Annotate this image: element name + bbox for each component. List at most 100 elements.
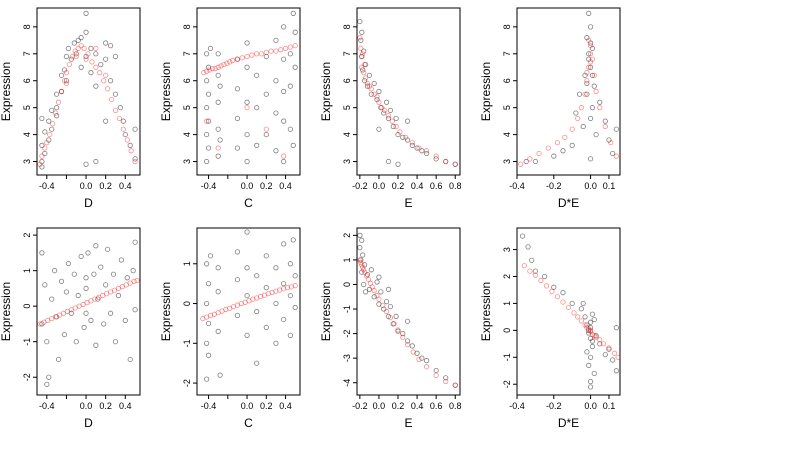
fitted-point [254, 51, 260, 57]
observed-point [613, 325, 619, 331]
fitted-point [367, 280, 373, 286]
observed-point [55, 356, 62, 363]
observed-point [254, 360, 260, 366]
observed-point [83, 310, 89, 316]
fitted-point [597, 105, 603, 111]
x-tick-label: 0.4 [411, 181, 424, 191]
fitted-point [100, 292, 106, 299]
observed-point [112, 339, 119, 345]
observed-point [433, 367, 439, 374]
observed-point [404, 137, 411, 143]
fitted-point [433, 372, 439, 378]
fitted-point [361, 70, 367, 76]
fitted-point [587, 329, 594, 335]
fitted-point [120, 126, 126, 132]
fitted-point [201, 70, 207, 76]
scatter-panel-4: -0.4 -0.2 0.0 0.1 3 4 5 6 7 8 D*E Expression [479, 7, 621, 210]
observed-point [52, 268, 58, 274]
observed-point [368, 91, 374, 97]
y-axis-title: Expression [479, 282, 493, 341]
y-tick-label: 5 [342, 105, 352, 110]
fitted-point [244, 105, 250, 111]
y-tick-label: 2 [22, 233, 32, 238]
observed-point [586, 330, 592, 336]
fitted-point [424, 364, 430, 370]
fitted-point [219, 308, 225, 314]
observed-point [606, 346, 612, 352]
observed-point [560, 290, 566, 296]
observed-point [95, 296, 101, 302]
fitted-point [371, 91, 377, 97]
observed-point [414, 145, 420, 151]
x-tick-label: 0.2 [260, 181, 273, 191]
x-tick-label: 0.2 [392, 181, 405, 191]
observed-point [290, 237, 296, 243]
fitted-point [433, 153, 439, 159]
observed-point [88, 45, 94, 52]
observed-point [68, 56, 74, 62]
observed-point [292, 64, 298, 70]
fitted-point [357, 257, 363, 263]
fitted-point [250, 296, 256, 302]
observed-point [362, 61, 369, 68]
observed-point [381, 306, 387, 312]
y-tick-label: 5 [22, 105, 32, 110]
observed-point [580, 300, 586, 307]
fitted-point [360, 51, 366, 57]
fitted-point [597, 337, 603, 343]
observed-point [49, 296, 55, 302]
observed-point [443, 375, 449, 381]
fitted-point [238, 300, 244, 307]
scatter-panel-1: -0.4 0.0 0.2 0.4 3 4 5 6 7 8 D Expression [0, 7, 141, 210]
observed-point [532, 268, 538, 274]
observed-point [54, 91, 60, 97]
observed-point [91, 271, 97, 277]
observed-point [205, 91, 212, 97]
observed-point [414, 350, 420, 356]
fitted-point [554, 140, 561, 146]
observed-point [244, 229, 250, 235]
observed-point [107, 43, 114, 49]
y-axis-title: Expression [159, 62, 173, 121]
observed-point [244, 332, 250, 338]
observed-point [287, 292, 293, 299]
observed-point [452, 382, 458, 388]
fitted-point [282, 45, 289, 52]
observed-point [287, 126, 293, 132]
y-tick-label: 8 [22, 24, 32, 29]
fitted-point [83, 56, 89, 62]
observed-point [361, 48, 367, 54]
observed-point [357, 245, 363, 251]
y-tick-label: 3 [22, 159, 32, 164]
observed-point [93, 243, 99, 249]
observed-point [359, 237, 365, 243]
x-tick-label: -0.2 [352, 181, 368, 191]
fitted-point [108, 96, 115, 103]
fitted-point [404, 342, 411, 348]
fitted-point [230, 57, 236, 64]
observed-point [39, 142, 45, 148]
observed-point [61, 331, 68, 338]
observed-point [85, 250, 91, 256]
scatter-panel-5: -0.4 0.0 0.2 0.4 -2 -1 0 1 2 D Expression [0, 227, 141, 430]
fitted-point [560, 299, 566, 305]
y-tick-label: 1 [342, 257, 352, 262]
observed-point [359, 53, 365, 60]
observed-point [586, 51, 592, 57]
observed-point [584, 91, 590, 97]
plot-frame [196, 227, 301, 396]
x-tick-label: 0.0 [80, 401, 93, 411]
fitted-point [591, 333, 597, 339]
observed-point [234, 115, 241, 122]
fitted-point [584, 70, 590, 76]
fitted-point [611, 350, 618, 356]
fitted-point [261, 292, 267, 298]
x-tick-label: 0.4 [279, 181, 292, 191]
observed-point [273, 37, 279, 43]
observed-point [81, 324, 87, 331]
fitted-point [443, 158, 449, 165]
observed-point [376, 126, 382, 132]
x-tick-label: -0.2 [352, 401, 368, 411]
observed-point [587, 319, 594, 325]
y-tick-label: -3 [342, 354, 352, 362]
